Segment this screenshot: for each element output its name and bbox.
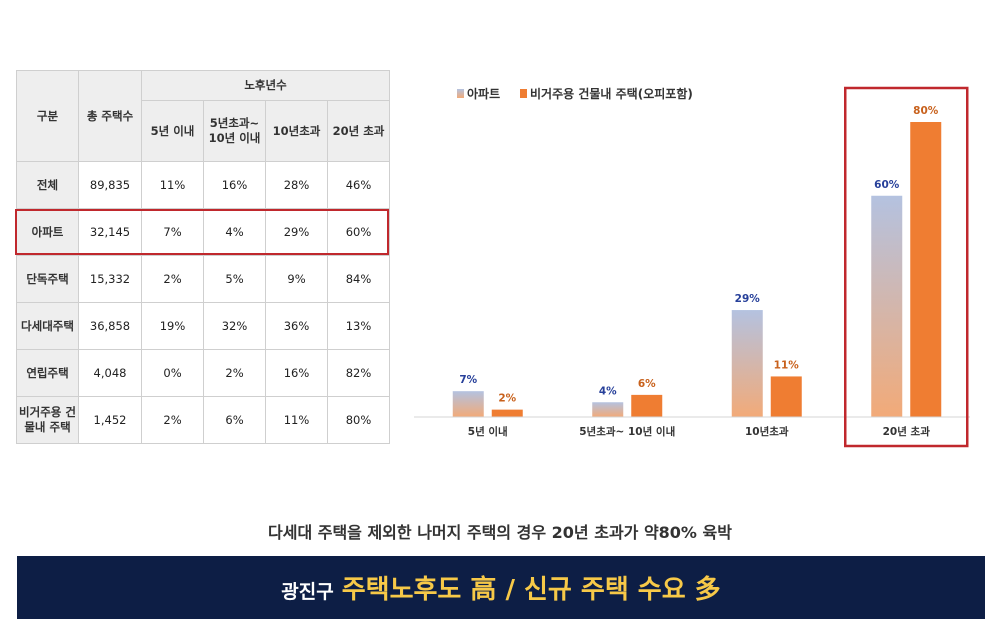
bar-apartment xyxy=(452,391,484,417)
data-label-nonresidential: 80% xyxy=(913,105,939,117)
category-tick-label: 5년초과~ 10년 이내 xyxy=(579,425,675,438)
row-value: 60% xyxy=(327,208,390,256)
data-label-apartment: 60% xyxy=(874,179,900,191)
category-tick-label: 5년 이내 xyxy=(468,425,508,438)
data-label-nonresidential: 6% xyxy=(638,378,656,390)
row-total: 36,858 xyxy=(78,302,142,350)
row-value: 2% xyxy=(203,349,266,397)
row-label: 비거주용 건 물내 주택 xyxy=(16,396,79,444)
row-value: 82% xyxy=(327,349,390,397)
row-value: 19% xyxy=(141,302,204,350)
category-tick-label: 10년초과 xyxy=(745,425,789,438)
row-value: 7% xyxy=(141,208,204,256)
housing-age-table: 구분 총 주택수 노후년수 5년 이내 5년초과~ 10년 이내 10년초과 2… xyxy=(16,70,390,444)
row-value: 32% xyxy=(203,302,266,350)
summary-banner: 광진구 주택노후도 高 / 신규 주택 수요 多 xyxy=(17,556,985,619)
bar-apartment xyxy=(731,310,763,417)
legend-label-apartment: 아파트 xyxy=(467,86,500,101)
header-age-col: 10년초과 xyxy=(265,100,328,162)
row-value: 46% xyxy=(327,161,390,209)
highlight-category-box xyxy=(844,86,969,448)
bar-nonresidential xyxy=(910,122,942,417)
row-value: 9% xyxy=(265,255,328,303)
row-total: 1,452 xyxy=(78,396,142,444)
data-label-nonresidential: 11% xyxy=(774,359,800,371)
row-value: 80% xyxy=(327,396,390,444)
chart-legend: 아파트 비거주용 건물내 주택(오피포함) xyxy=(457,86,693,101)
table-row: 연립주택 4,048 0% 2% 16% 82% xyxy=(16,349,390,397)
header-total: 총 주택수 xyxy=(78,70,142,162)
header-group: 구분 xyxy=(16,70,79,162)
bar-nonresidential xyxy=(770,376,802,417)
row-value: 11% xyxy=(265,396,328,444)
row-value: 28% xyxy=(265,161,328,209)
row-value: 4% xyxy=(203,208,266,256)
data-label-apartment: 7% xyxy=(459,374,477,386)
bar-apartment xyxy=(871,195,903,417)
row-value: 84% xyxy=(327,255,390,303)
legend-label-nonresidential: 비거주용 건물내 주택(오피포함) xyxy=(530,86,693,101)
legend-swatch-nonresidential xyxy=(520,89,527,98)
row-total: 32,145 xyxy=(78,208,142,256)
table-row: 단독주택 15,332 2% 5% 9% 84% xyxy=(16,255,390,303)
row-label: 단독주택 xyxy=(16,255,79,303)
row-value: 11% xyxy=(141,161,204,209)
row-label: 전체 xyxy=(16,161,79,209)
header-age-col: 5년초과~ 10년 이내 xyxy=(203,100,266,162)
bar-chart: 아파트 비거주용 건물내 주택(오피포함) 7% 2% 4% 6% 29% 11% 60% 80… xyxy=(414,86,970,448)
row-value: 2% xyxy=(141,255,204,303)
data-label-nonresidential: 2% xyxy=(498,393,516,405)
table-row: 비거주용 건 물내 주택 1,452 2% 6% 11% 80% xyxy=(16,396,390,444)
row-value: 13% xyxy=(327,302,390,350)
row-value: 36% xyxy=(265,302,328,350)
row-value: 16% xyxy=(265,349,328,397)
row-value: 16% xyxy=(203,161,266,209)
row-total: 15,332 xyxy=(78,255,142,303)
row-value: 5% xyxy=(203,255,266,303)
row-value: 2% xyxy=(141,396,204,444)
row-label: 연립주택 xyxy=(16,349,79,397)
legend-swatch-apartment xyxy=(457,89,464,98)
category-tick-label: 20년 초과 xyxy=(883,425,931,438)
header-age-col: 20년 초과 xyxy=(327,100,390,162)
row-total: 4,048 xyxy=(78,349,142,397)
row-label: 다세대주택 xyxy=(16,302,79,350)
bar-nonresidential xyxy=(491,409,523,417)
row-value: 0% xyxy=(141,349,204,397)
row-total: 89,835 xyxy=(78,161,142,209)
banner-headline: 주택노후도 高 / 신규 주택 수요 多 xyxy=(341,575,721,605)
row-value: 6% xyxy=(203,396,266,444)
header-age-group: 노후년수 xyxy=(141,70,390,101)
table-row: 전체 89,835 11% 16% 28% 46% xyxy=(16,161,390,209)
row-value: 29% xyxy=(265,208,328,256)
data-label-apartment: 29% xyxy=(735,293,761,305)
banner-region: 광진구 xyxy=(281,581,334,603)
bar-nonresidential xyxy=(631,394,663,417)
bar-apartment xyxy=(592,402,624,417)
row-label: 아파트 xyxy=(16,208,79,256)
table-row: 아파트 32,145 7% 4% 29% 60% xyxy=(16,208,390,256)
table-row: 다세대주택 36,858 19% 32% 36% 13% xyxy=(16,302,390,350)
data-label-apartment: 4% xyxy=(599,385,617,397)
caption-text: 다세대 주택을 제외한 나머지 주택의 경우 20년 초과가 약80% 육박 xyxy=(268,523,732,542)
header-age-col: 5년 이내 xyxy=(141,100,204,162)
